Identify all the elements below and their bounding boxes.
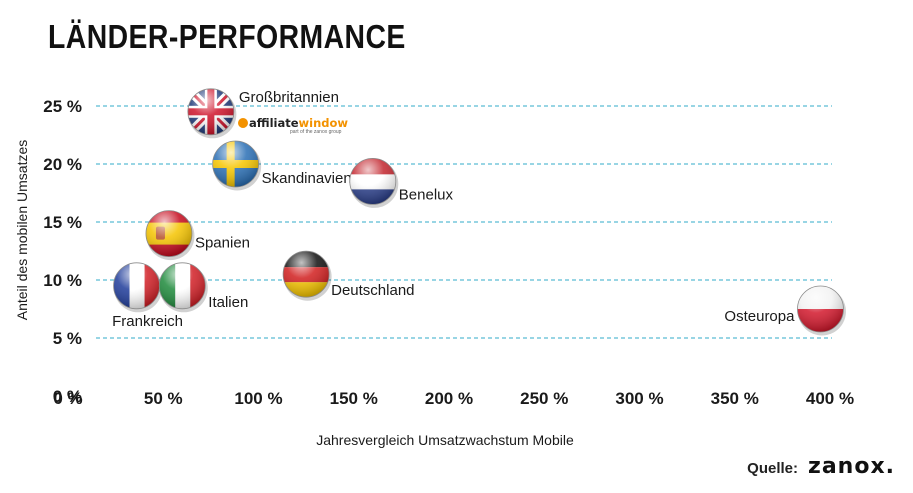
point-label: Großbritannien bbox=[239, 89, 339, 106]
y-tick-label: 0 % bbox=[53, 387, 82, 406]
point-label: Spanien bbox=[195, 235, 250, 252]
point-label: Skandinavien bbox=[262, 170, 352, 187]
zanox-logo: zanox. bbox=[808, 454, 895, 479]
x-axis-ticks: 0 % 50 % 100 % 150 % 200 % 250 % 300 % 350 % 400… bbox=[53, 389, 854, 408]
affiliate-window-logo: affiliatewindow part of the zanox group bbox=[238, 117, 348, 137]
x-tick-label: 200 % bbox=[425, 389, 473, 408]
y-axis-label: Anteil des mobilen Umsatzes bbox=[14, 140, 30, 321]
x-tick-label: 400 % bbox=[806, 389, 854, 408]
y-tick-label: 25 % bbox=[43, 97, 82, 116]
y-tick-label: 5 % bbox=[53, 329, 82, 348]
logo-text-dark: affiliate bbox=[249, 116, 299, 130]
x-axis-label: Jahresvergleich Umsatzwachstum Mobile bbox=[316, 432, 574, 448]
x-tick-label: 0 % bbox=[53, 389, 82, 408]
affiliate-window-icon bbox=[238, 118, 248, 128]
italy-flag-icon bbox=[158, 262, 208, 313]
point-label: Italien bbox=[208, 294, 248, 311]
france-flag-icon bbox=[113, 262, 163, 313]
point-label: Benelux bbox=[399, 186, 454, 203]
uk-flag-icon bbox=[187, 88, 237, 139]
point-label: Osteuropa bbox=[724, 308, 795, 325]
gridlines bbox=[96, 105, 832, 339]
logo-subtext: part of the zanox group bbox=[290, 129, 342, 135]
source-label: Quelle: bbox=[747, 460, 799, 477]
y-tick-label: 15 % bbox=[43, 213, 82, 232]
data-points: Frankreich Italien Spanien Großbritannien Sk… bbox=[112, 88, 846, 336]
sweden-flag-icon bbox=[212, 140, 262, 191]
logo-text-accent: window bbox=[298, 116, 349, 130]
x-tick-label: 300 % bbox=[615, 389, 663, 408]
point-label: Frankreich bbox=[112, 313, 183, 330]
poland-flag-icon bbox=[797, 285, 846, 336]
y-tick-label: 20 % bbox=[43, 155, 82, 174]
x-tick-label: 150 % bbox=[330, 389, 378, 408]
x-tick-label: 350 % bbox=[711, 389, 759, 408]
x-tick-label: 100 % bbox=[234, 389, 282, 408]
germany-flag-icon bbox=[282, 250, 332, 301]
y-axis-ticks: 0 % 5 % 10 % 15 % 20 % 25 % bbox=[43, 97, 82, 406]
source-credit: Quelle: zanox. bbox=[747, 454, 895, 479]
netherlands-flag-icon bbox=[349, 157, 399, 208]
point-label: Deutschland bbox=[331, 282, 414, 299]
y-tick-label: 10 % bbox=[43, 271, 82, 290]
spain-flag-icon bbox=[145, 210, 195, 261]
page-title: LÄNDER-PERFORMANCE bbox=[48, 18, 406, 55]
x-tick-label: 250 % bbox=[520, 389, 568, 408]
x-tick-label: 50 % bbox=[144, 389, 183, 408]
